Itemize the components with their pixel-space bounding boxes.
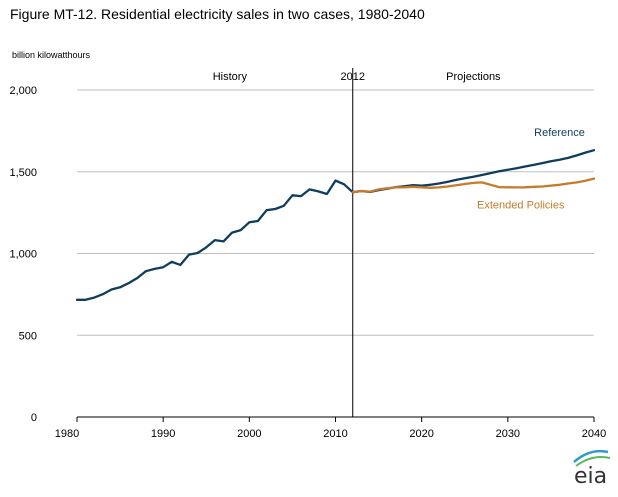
y-tick-label: 2,000: [9, 85, 37, 97]
y-tick-label: 1,000: [9, 249, 37, 261]
x-tick-label: 2020: [409, 428, 433, 440]
history-region-label: History: [213, 71, 248, 83]
series-line-extended-policies: [351, 177, 596, 194]
divider-year-label: 2012: [340, 71, 364, 83]
y-tick-label: 0: [31, 412, 37, 424]
series-line-reference: [75, 149, 596, 301]
series-lines: [75, 149, 596, 301]
y-tick-label: 1,500: [9, 167, 37, 179]
projections-region-label: Projections: [446, 71, 501, 83]
eia-logo-swoosh-icon: [573, 449, 609, 463]
y-axis-unit-label: billion kilowatthours: [12, 50, 91, 60]
gridlines: [77, 89, 594, 336]
eia-logo-text: eia: [574, 464, 607, 489]
y-tick-label: 500: [19, 330, 37, 342]
x-tick-marks: [76, 417, 595, 422]
eia-logo: eia: [573, 449, 611, 489]
series-label-reference: Reference: [534, 127, 585, 139]
x-tick-label: 2010: [323, 428, 347, 440]
x-tick-label: 1980: [55, 428, 79, 440]
x-tick-label: 1990: [151, 428, 175, 440]
y-tick-labels: 0 500 1,000 1,500 2,000: [9, 85, 37, 424]
series-label-extended-policies: Extended Policies: [477, 200, 565, 212]
chart-title: Figure MT-12. Residential electricity sa…: [10, 6, 425, 22]
x-tick-labels: 1980 1990 2000 2010 2020 2030 2040: [55, 428, 606, 440]
x-tick-label: 2030: [496, 428, 520, 440]
x-tick-label: 2040: [582, 428, 606, 440]
x-tick-label: 2000: [237, 428, 261, 440]
